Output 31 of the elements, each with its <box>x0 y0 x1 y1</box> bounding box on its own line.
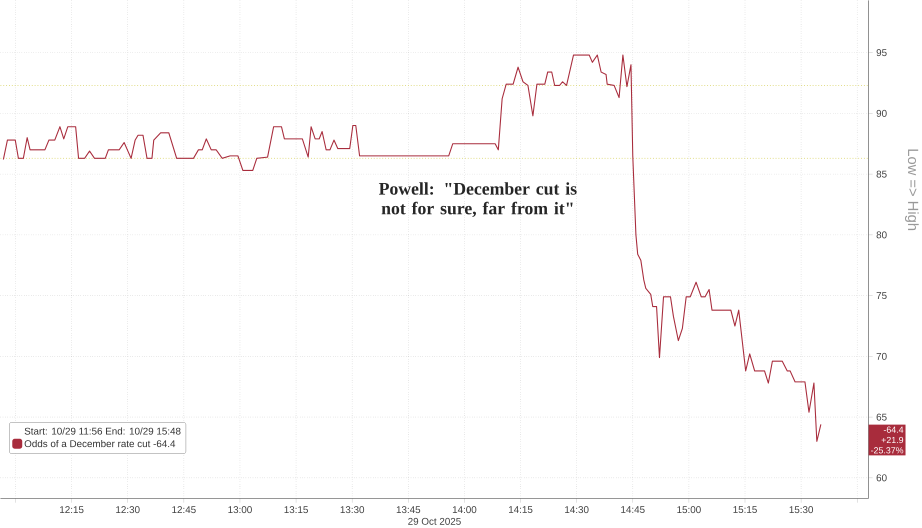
x-axis-title: 29 Oct 2025 <box>408 518 461 525</box>
y-tick-label: 70 <box>876 352 887 360</box>
annotation: Powell: "December cut is not for sure, far from it" <box>378 182 577 217</box>
x-tick-label: 15:00 <box>677 506 701 514</box>
x-tick-label: 12:30 <box>116 506 140 514</box>
text: +21.9 <box>882 436 904 444</box>
x-tick-label: 12:45 <box>172 506 196 514</box>
y-tick-label: 60 <box>876 474 887 482</box>
y-axis-title: Low => High <box>905 149 919 230</box>
y-tick-label: 90 <box>876 110 887 117</box>
x-tick-label: 14:30 <box>565 506 589 514</box>
x-tick-label: 12:15 <box>60 506 84 514</box>
text: -64.4 <box>884 426 904 433</box>
x-tick-label: 13:00 <box>228 506 252 514</box>
legend-label: Odds of a December rate cut -64.4 <box>24 440 176 448</box>
y-tick-label: 65 <box>876 414 887 421</box>
y-tick-label: 80 <box>876 231 887 238</box>
line-series <box>2 54 822 442</box>
text: -25.37% <box>871 447 904 454</box>
y-tick-label: 85 <box>876 170 887 178</box>
y-tick-label: 95 <box>876 49 887 56</box>
x-tick-label: 15:30 <box>790 506 814 514</box>
x-tick-label: 13:45 <box>396 506 420 514</box>
legend-title: Start: 10/29 11:56 End: 10/29 15:48 <box>24 427 181 435</box>
x-tick-label: 15:15 <box>733 506 757 513</box>
x-tick-label: 13:15 <box>284 506 308 514</box>
x-tick-label: 13:30 <box>340 506 364 514</box>
x-tick-label: 14:15 <box>508 506 532 513</box>
x-tick-label: 14:45 <box>621 506 645 513</box>
x-tick-label: 14:00 <box>452 506 476 514</box>
y-tick-label: 75 <box>876 292 887 299</box>
